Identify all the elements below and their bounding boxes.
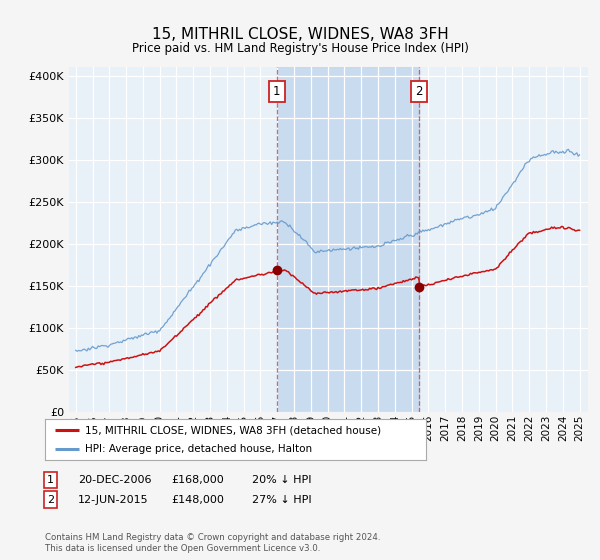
- Text: 1: 1: [273, 85, 281, 98]
- Text: HPI: Average price, detached house, Halton: HPI: Average price, detached house, Halt…: [85, 444, 312, 454]
- Text: £148,000: £148,000: [171, 494, 224, 505]
- Text: 1: 1: [47, 475, 54, 485]
- Text: 27% ↓ HPI: 27% ↓ HPI: [252, 494, 311, 505]
- Text: 12-JUN-2015: 12-JUN-2015: [78, 494, 149, 505]
- Text: £168,000: £168,000: [171, 475, 224, 485]
- Bar: [277, 67, 419, 412]
- Text: 2: 2: [47, 494, 54, 505]
- Text: 2: 2: [415, 85, 423, 98]
- Text: 20-DEC-2006: 20-DEC-2006: [78, 475, 151, 485]
- Text: Price paid vs. HM Land Registry's House Price Index (HPI): Price paid vs. HM Land Registry's House …: [131, 42, 469, 55]
- Text: 15, MITHRIL CLOSE, WIDNES, WA8 3FH (detached house): 15, MITHRIL CLOSE, WIDNES, WA8 3FH (deta…: [85, 426, 381, 436]
- Text: 15, MITHRIL CLOSE, WIDNES, WA8 3FH: 15, MITHRIL CLOSE, WIDNES, WA8 3FH: [152, 27, 448, 42]
- Text: Contains HM Land Registry data © Crown copyright and database right 2024.
This d: Contains HM Land Registry data © Crown c…: [45, 533, 380, 553]
- Text: 20% ↓ HPI: 20% ↓ HPI: [252, 475, 311, 485]
